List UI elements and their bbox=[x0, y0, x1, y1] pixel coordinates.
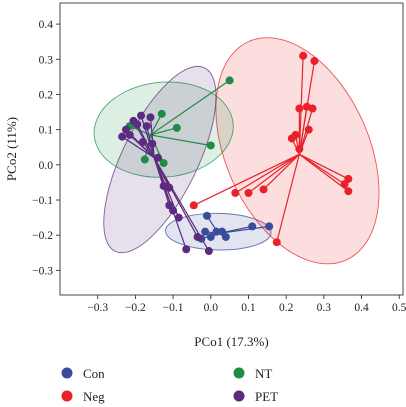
point-pet-4 bbox=[133, 120, 142, 129]
point-neg-13 bbox=[259, 185, 268, 194]
point-nt-2 bbox=[157, 109, 166, 118]
x-tick-label: 0.2 bbox=[279, 302, 294, 314]
legend-label-neg: Neg bbox=[83, 389, 105, 404]
spoke-neg-14 bbox=[248, 153, 300, 194]
point-pet-11 bbox=[154, 153, 162, 162]
point-neg-16 bbox=[189, 201, 198, 210]
point-con-3 bbox=[265, 222, 274, 231]
legend-marker-neg bbox=[61, 390, 73, 402]
point-nt-3 bbox=[172, 123, 181, 132]
point-pet-8 bbox=[118, 132, 127, 141]
spoke-nt-1 bbox=[150, 79, 230, 136]
point-neg-2 bbox=[310, 57, 319, 66]
y-tick-label: 0.4 bbox=[39, 19, 54, 31]
sample-points bbox=[118, 51, 353, 256]
point-pet-2 bbox=[146, 113, 155, 122]
legend-label-con: Con bbox=[83, 366, 105, 381]
point-pet-10 bbox=[148, 139, 157, 148]
y-tick-label: 0.2 bbox=[39, 89, 54, 101]
point-pet-19 bbox=[204, 247, 213, 256]
point-nt-6 bbox=[140, 155, 149, 164]
spoke-neg-13 bbox=[263, 153, 300, 190]
x-tick-label: 0.0 bbox=[204, 302, 219, 314]
x-axis-ticks: −0.3 −0.2 −0.1 0.0 0.1 0.2 0.3 0.4 0.5 bbox=[87, 295, 406, 314]
point-nt-7 bbox=[159, 159, 168, 168]
spoke-con-3 bbox=[218, 225, 270, 235]
x-tick-label: 0.4 bbox=[354, 302, 369, 314]
point-neg-9 bbox=[295, 145, 304, 153]
point-pet-16 bbox=[174, 213, 183, 222]
legend-marker-pet bbox=[233, 390, 245, 402]
legend: Con Neg NT PET bbox=[61, 366, 278, 404]
legend-marker-con bbox=[61, 367, 73, 379]
point-neg-4 bbox=[295, 104, 304, 113]
point-neg-6 bbox=[304, 125, 313, 134]
y-tick-label: 0.1 bbox=[39, 125, 54, 137]
x-tick-label: −0.2 bbox=[125, 302, 146, 314]
y-tick-label: −0.2 bbox=[32, 230, 53, 242]
spoke-pet-7 bbox=[129, 134, 155, 159]
point-con-4 bbox=[201, 227, 210, 236]
point-pet-15 bbox=[169, 206, 178, 215]
y-axis-title: PCo2 (11%) bbox=[4, 117, 19, 181]
confidence-ellipses bbox=[93, 37, 380, 265]
y-tick-label: 0.0 bbox=[39, 160, 54, 172]
point-neg-12 bbox=[344, 187, 353, 196]
spoke-pet-8 bbox=[121, 136, 155, 159]
ellipse-nt bbox=[93, 81, 234, 178]
x-tick-label: 0.1 bbox=[241, 302, 256, 314]
spoke-nt-3 bbox=[150, 127, 178, 136]
legend-label-pet: PET bbox=[255, 389, 278, 404]
point-pet-7 bbox=[125, 130, 134, 139]
point-con-8 bbox=[221, 232, 230, 241]
x-tick-label: −0.3 bbox=[87, 302, 108, 314]
x-tick-label: −0.1 bbox=[163, 302, 184, 314]
point-neg-8 bbox=[287, 134, 296, 143]
spoke-neg-10 bbox=[299, 153, 349, 180]
spoke-neg-15 bbox=[234, 153, 300, 194]
point-con-5 bbox=[212, 227, 221, 236]
point-con-1 bbox=[203, 211, 211, 220]
y-tick-label: 0.3 bbox=[39, 54, 54, 66]
point-neg-11 bbox=[340, 180, 349, 189]
point-con-7 bbox=[206, 232, 215, 241]
x-axis-title: PCo1 (17.3%) bbox=[194, 334, 268, 349]
spoke-neg-17 bbox=[276, 154, 300, 243]
point-neg-14 bbox=[244, 188, 253, 197]
point-nt-5 bbox=[206, 141, 215, 150]
spoke-nt-5 bbox=[150, 134, 211, 147]
y-tick-label: −0.1 bbox=[32, 195, 53, 207]
point-nt-1 bbox=[225, 76, 234, 85]
point-pet-1 bbox=[137, 111, 146, 120]
point-neg-17 bbox=[272, 238, 281, 247]
point-pet-18 bbox=[182, 245, 191, 254]
point-pet-13 bbox=[165, 183, 174, 192]
y-tick-label: −0.3 bbox=[32, 265, 53, 277]
spoke-neg-16 bbox=[193, 153, 300, 206]
spoke-neg-12 bbox=[298, 153, 349, 192]
plot-frame bbox=[59, 2, 404, 296]
legend-label-nt: NT bbox=[255, 366, 272, 381]
point-pet-9 bbox=[138, 137, 147, 146]
x-tick-label: 0.5 bbox=[392, 302, 406, 314]
y-axis-ticks: −0.3 −0.2 −0.1 0.0 0.1 0.2 0.3 0.4 bbox=[32, 19, 60, 277]
point-neg-5 bbox=[308, 104, 317, 113]
legend-marker-nt bbox=[233, 367, 245, 379]
point-neg-15 bbox=[231, 188, 240, 197]
x-tick-label: 0.3 bbox=[317, 302, 332, 314]
point-neg-1 bbox=[299, 51, 308, 60]
point-pet-17 bbox=[193, 232, 202, 241]
point-pet-5 bbox=[142, 122, 151, 131]
point-con-2 bbox=[248, 222, 257, 231]
